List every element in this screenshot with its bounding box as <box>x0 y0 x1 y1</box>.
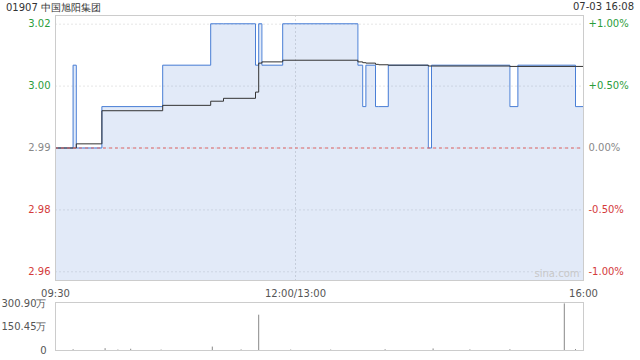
svg-text:2.96: 2.96 <box>28 266 50 277</box>
svg-text:-0.50%: -0.50% <box>589 204 624 215</box>
svg-text:-1.00%: -1.00% <box>589 266 624 277</box>
html-text:07-03 16:08: 07-03 16:08 <box>572 1 634 12</box>
svg-text:0.00%: 0.00% <box>589 142 621 153</box>
svg-text:+1.00%: +1.00% <box>589 18 629 29</box>
svg-text:300.90万: 300.90万 <box>2 298 47 309</box>
svg-text:12:00/13:00: 12:00/13:00 <box>265 288 326 298</box>
svg-text:0: 0 <box>40 345 46 356</box>
svg-text:sina.com: sina.com <box>535 268 580 279</box>
svg-text:3.00: 3.00 <box>28 80 50 91</box>
svg-text:2.99: 2.99 <box>28 142 50 153</box>
svg-text:150.45万: 150.45万 <box>2 321 47 332</box>
html-text:01907 中国旭阳集团: 01907 中国旭阳集团 <box>6 2 101 13</box>
svg-text:16:00: 16:00 <box>569 288 598 298</box>
svg-text:3.02: 3.02 <box>28 18 50 29</box>
svg-text:2.98: 2.98 <box>28 204 50 215</box>
svg-text:+0.50%: +0.50% <box>589 80 629 91</box>
svg-text:09:30: 09:30 <box>41 288 70 298</box>
